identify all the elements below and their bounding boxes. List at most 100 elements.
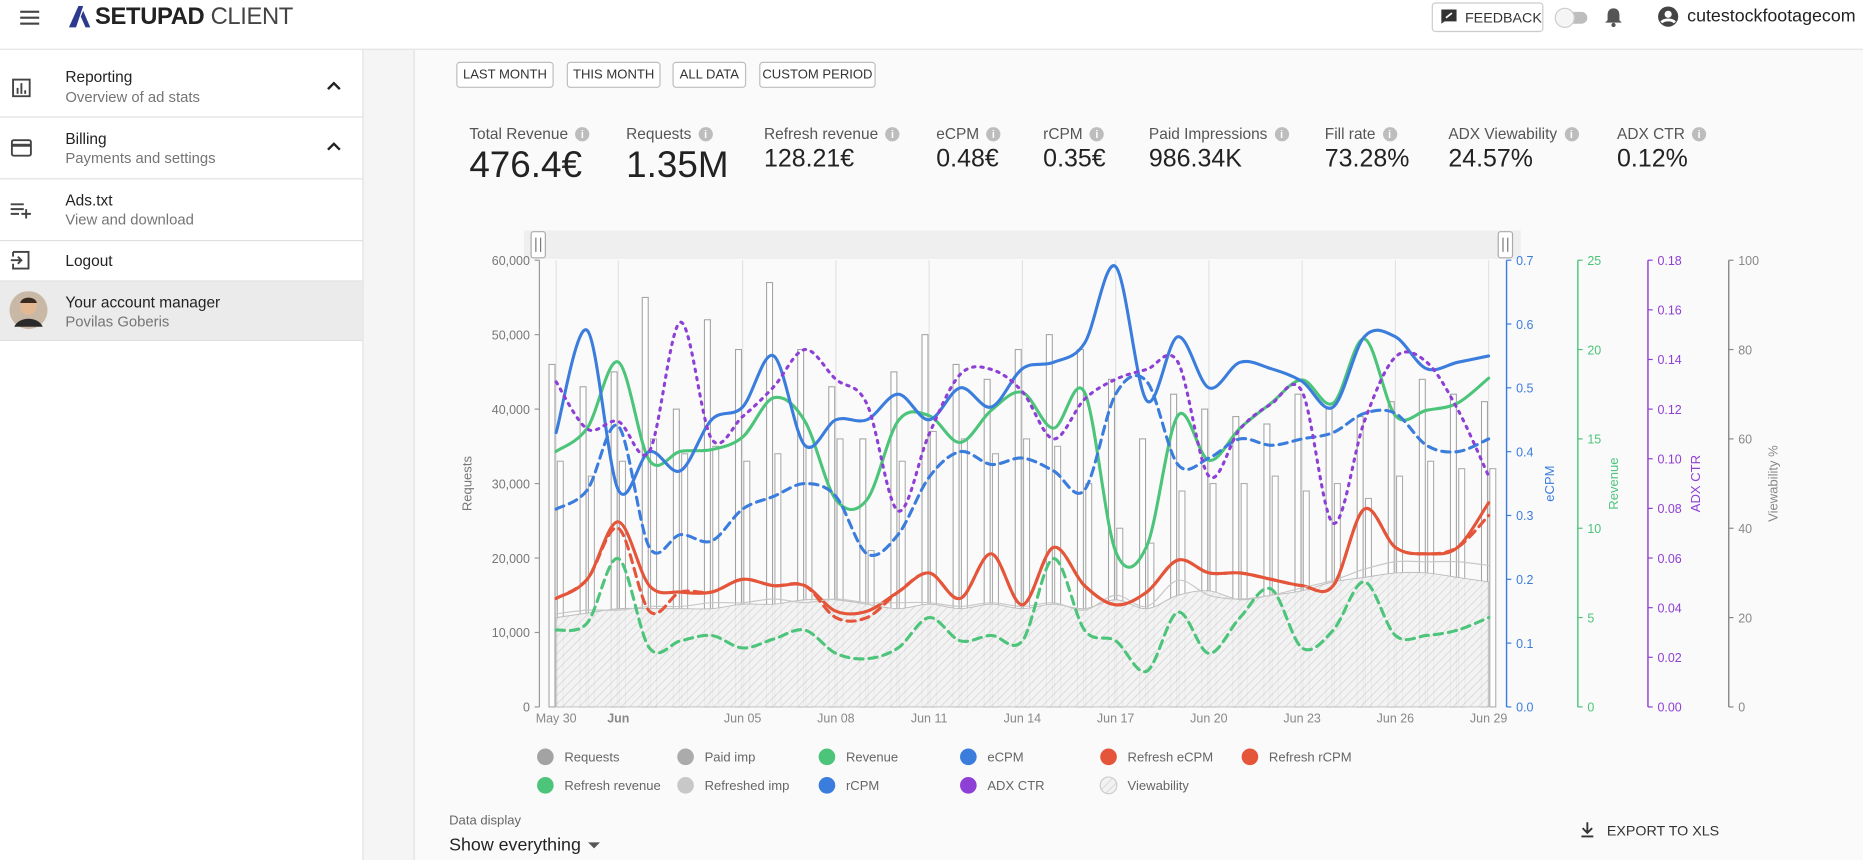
- line: [554, 337, 1491, 569]
- legend-label[interactable]: Refreshed imp: [705, 778, 790, 793]
- stat-label: rCPM i: [1043, 125, 1105, 143]
- legend-swatch[interactable]: [960, 777, 977, 794]
- nav-reporting[interactable]: Reporting Overview of ad stats: [0, 50, 363, 118]
- info-icon[interactable]: i: [698, 127, 713, 142]
- legend-swatch[interactable]: [677, 748, 694, 766]
- area: [555, 571, 1490, 708]
- feedback-icon: [1441, 9, 1457, 24]
- range-handle[interactable]: [1497, 231, 1514, 259]
- period-button[interactable]: LAST MONTH: [456, 61, 554, 88]
- y-tick-label: 0.06: [1657, 552, 1681, 566]
- brand[interactable]: SETUPAD CLIENT: [95, 4, 293, 31]
- line: [555, 560, 1490, 615]
- info-icon[interactable]: i: [575, 127, 590, 142]
- y-tick-label: 0.5: [1516, 382, 1533, 396]
- stat-value: 0.48€: [936, 144, 999, 173]
- stat-label: Total Revenue i: [469, 124, 590, 143]
- legend-swatch[interactable]: [818, 748, 836, 766]
- legend-swatch[interactable]: [1241, 748, 1259, 766]
- notifications-button[interactable]: [1604, 6, 1623, 28]
- period-button[interactable]: CUSTOM PERIOD: [759, 61, 876, 88]
- legend-swatch[interactable]: [1100, 748, 1117, 766]
- legend-swatch[interactable]: [1099, 776, 1118, 795]
- chart-body: May 30 Jun Jun 05 Jun 08 Jun 11 Jun 14 Jun 17 J…: [460, 230, 1780, 795]
- y-tick-label: 15: [1587, 433, 1601, 447]
- data-display-label: Data display: [449, 813, 522, 829]
- range-handle[interactable]: [530, 231, 546, 259]
- y-tick-label: 0.1: [1516, 637, 1533, 651]
- nav-logout[interactable]: Logout: [0, 241, 363, 282]
- data-display-select[interactable]: Show everything: [449, 835, 602, 855]
- x-tick-label: Jun 08: [817, 711, 855, 725]
- legend-label[interactable]: Refresh rCPM: [1269, 750, 1352, 765]
- info-icon[interactable]: i: [885, 127, 900, 142]
- legend-label[interactable]: Paid imp: [705, 750, 756, 765]
- info-icon[interactable]: i: [1089, 127, 1105, 142]
- legend-swatch[interactable]: [537, 777, 554, 794]
- y-tick-label: 0.10: [1657, 453, 1681, 467]
- stat-value: 476.4€: [469, 143, 582, 186]
- export-button[interactable]: EXPORT TO XLS: [1580, 820, 1719, 841]
- nav-subtitle: Povilas Goberis: [65, 313, 170, 331]
- y-tick-label: 0.02: [1657, 651, 1681, 665]
- legend-label[interactable]: Refresh revenue: [564, 778, 660, 793]
- nav-subtitle: Payments and settings: [65, 149, 216, 167]
- range-slider[interactable]: [523, 230, 1521, 260]
- legend-label[interactable]: Requests: [564, 750, 620, 765]
- period-button[interactable]: THIS MONTH: [566, 61, 661, 88]
- y-tick-label: 0: [1738, 701, 1745, 715]
- legend-label[interactable]: Viewability: [1128, 778, 1190, 793]
- y-tick-label: 40: [1738, 522, 1752, 536]
- handle-grip: [535, 237, 542, 252]
- y-tick-label: 50,000: [492, 328, 530, 342]
- menu-button[interactable]: [19, 8, 40, 27]
- stat-label: ADX Viewability i: [1448, 125, 1579, 143]
- info-icon[interactable]: i: [1382, 127, 1397, 142]
- account-manager[interactable]: Your account manager Povilas Goberis: [0, 281, 363, 341]
- x-tick-label: Jun 11: [911, 711, 948, 725]
- legend-label[interactable]: Revenue: [846, 750, 898, 765]
- legend-label[interactable]: Refresh eCPM: [1128, 750, 1214, 765]
- nav-title: Ads.txt: [65, 191, 113, 210]
- axis-label: Revenue: [1606, 457, 1621, 509]
- stat-value: 0.35€: [1043, 144, 1106, 173]
- chevron: [327, 142, 341, 151]
- legend-swatch[interactable]: [677, 777, 694, 794]
- y-tick-label: 30,000: [492, 477, 530, 491]
- select-arrow: [588, 842, 600, 849]
- legend-swatch[interactable]: [537, 748, 554, 766]
- y-tick-label: 0.00: [1657, 701, 1681, 715]
- info-icon[interactable]: i: [986, 127, 1001, 142]
- line: [554, 374, 1491, 557]
- billing-icon: [10, 139, 32, 157]
- stat-label: Fill rate i: [1325, 125, 1397, 143]
- theme-toggle[interactable]: [1552, 6, 1592, 30]
- info-icon[interactable]: i: [1691, 127, 1707, 142]
- nav-adstxt[interactable]: Ads.txt View and download: [0, 179, 363, 242]
- legend-swatch[interactable]: [818, 777, 836, 794]
- stat-value: 24.57%: [1448, 144, 1533, 173]
- legend-label[interactable]: rCPM: [846, 778, 879, 793]
- axis-label: eCPM: [1542, 465, 1557, 501]
- stat-label-text: Paid Impressions: [1148, 124, 1268, 143]
- y-tick-label: 100: [1738, 254, 1759, 268]
- nav-billing[interactable]: Billing Payments and settings: [0, 118, 363, 180]
- stat-label-text: ADX CTR: [1617, 124, 1685, 143]
- sidebar: Reporting Overview of ad stats Billing P…: [0, 49, 364, 860]
- info-icon[interactable]: i: [1274, 127, 1289, 142]
- period-button[interactable]: ALL DATA: [672, 61, 747, 88]
- y-tick-label: 10,000: [492, 626, 530, 640]
- user-name[interactable]: cutestockfootagecom: [1687, 5, 1856, 27]
- stat-label-text: Total Revenue: [469, 124, 569, 143]
- export-label: EXPORT TO XLS: [1606, 822, 1720, 839]
- legend-swatch[interactable]: [960, 748, 977, 766]
- y-tick-label: 0.0: [1516, 701, 1533, 715]
- info-icon[interactable]: i: [1564, 127, 1579, 142]
- account-icon[interactable]: [1657, 6, 1679, 27]
- stat-label: eCPM i: [936, 125, 1001, 143]
- legend-label[interactable]: eCPM: [987, 750, 1023, 765]
- feedback-button[interactable]: FEEDBACK: [1431, 2, 1544, 33]
- y-tick-label: 25: [1587, 254, 1601, 268]
- legend-label[interactable]: ADX CTR: [987, 778, 1044, 793]
